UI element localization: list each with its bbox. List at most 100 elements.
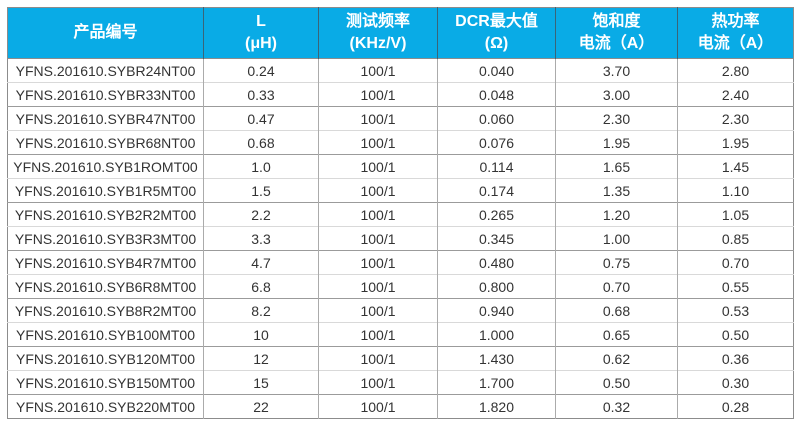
- cell-saturation-current: 1.20: [555, 202, 678, 227]
- cell-product-code: YFNS.201610.SYBR68NT00: [7, 130, 204, 155]
- cell-product-code: YFNS.201610.SYB150MT00: [7, 370, 204, 395]
- cell-product-code: YFNS.201610.SYB6R8MT00: [7, 274, 204, 299]
- cell-saturation-current: 0.70: [555, 274, 678, 299]
- column-header-text: L (μH): [245, 13, 277, 52]
- cell-saturation-current: 0.32: [555, 394, 678, 419]
- cell-product-code: YFNS.201610.SYB8R2MT00: [7, 298, 204, 323]
- cell-thermal-current: 0.53: [677, 298, 794, 323]
- cell-dcr-max: 1.430: [437, 346, 556, 371]
- table-row: YFNS.201610.SYB1R5MT00 1.5 100/1 0.174 1.35 1…: [7, 178, 794, 203]
- column-header-test-frequency: 测试频率 (KHz/V): [318, 7, 438, 59]
- cell-inductance: 12: [203, 346, 319, 371]
- cell-saturation-current: 2.30: [555, 106, 678, 131]
- cell-saturation-current: 1.95: [555, 130, 678, 155]
- cell-thermal-current: 2.30: [677, 106, 794, 131]
- cell-thermal-current: 0.28: [677, 394, 794, 419]
- cell-saturation-current: 0.65: [555, 322, 678, 347]
- column-header-product-code: 产品编号: [7, 7, 204, 59]
- table-row: YFNS.201610.SYB220MT00 22 100/1 1.820 0.32 0.…: [7, 394, 794, 419]
- cell-dcr-max: 1.000: [437, 322, 556, 347]
- cell-saturation-current: 1.35: [555, 178, 678, 203]
- cell-test-frequency: 100/1: [318, 58, 438, 83]
- cell-product-code: YFNS.201610.SYB2R2MT00: [7, 202, 204, 227]
- cell-test-frequency: 100/1: [318, 202, 438, 227]
- cell-product-code: YFNS.201610.SYB1R5MT00: [7, 178, 204, 203]
- table-row: YFNS.201610.SYB1ROMT00 1.0 100/1 0.114 1.65 1…: [7, 154, 794, 179]
- column-header-inductance: L (μH): [203, 7, 319, 59]
- header-row: 产品编号 L (μH) 测试频率 (KHz/V) DCR最大值 (Ω) 饱和度 电流（A） 热功率…: [7, 7, 794, 59]
- table-row: YFNS.201610.SYB3R3MT00 3.3 100/1 0.345 1.00 0…: [7, 226, 794, 251]
- cell-dcr-max: 0.940: [437, 298, 556, 323]
- cell-inductance: 0.33: [203, 82, 319, 107]
- table-row: YFNS.201610.SYBR33NT00 0.33 100/1 0.048 3.00…: [7, 82, 794, 107]
- column-header-thermal-current: 热功率 电流（A）: [677, 7, 794, 59]
- table-row: YFNS.201610.SYB4R7MT00 4.7 100/1 0.480 0.75 0…: [7, 250, 794, 275]
- cell-test-frequency: 100/1: [318, 298, 438, 323]
- cell-test-frequency: 100/1: [318, 178, 438, 203]
- table-row: YFNS.201610.SYBR47NT00 0.47 100/1 0.060 2.30…: [7, 106, 794, 131]
- column-header-text: 产品编号: [73, 24, 138, 42]
- cell-test-frequency: 100/1: [318, 322, 438, 347]
- cell-thermal-current: 0.70: [677, 250, 794, 275]
- table-header: 产品编号 L (μH) 测试频率 (KHz/V) DCR最大值 (Ω) 饱和度 电流（A） 热功率…: [7, 7, 794, 59]
- cell-inductance: 0.24: [203, 58, 319, 83]
- cell-test-frequency: 100/1: [318, 130, 438, 155]
- table-body: YFNS.201610.SYBR24NT00 0.24 100/1 0.040 3.70…: [7, 58, 794, 419]
- cell-dcr-max: 0.060: [437, 106, 556, 131]
- cell-thermal-current: 0.30: [677, 370, 794, 395]
- table-row: YFNS.201610.SYB2R2MT00 2.2 100/1 0.265 1.20 1…: [7, 202, 794, 227]
- cell-thermal-current: 1.10: [677, 178, 794, 203]
- cell-inductance: 3.3: [203, 226, 319, 251]
- cell-inductance: 0.68: [203, 130, 319, 155]
- cell-inductance: 0.47: [203, 106, 319, 131]
- cell-test-frequency: 100/1: [318, 250, 438, 275]
- cell-saturation-current: 3.70: [555, 58, 678, 83]
- cell-thermal-current: 0.36: [677, 346, 794, 371]
- cell-thermal-current: 0.55: [677, 274, 794, 299]
- cell-thermal-current: 1.95: [677, 130, 794, 155]
- column-header-text: 热功率 电流（A）: [697, 13, 774, 52]
- table-row: YFNS.201610.SYB120MT00 12 100/1 1.430 0.62 0.…: [7, 346, 794, 371]
- cell-saturation-current: 0.62: [555, 346, 678, 371]
- cell-product-code: YFNS.201610.SYB1ROMT00: [7, 154, 204, 179]
- cell-saturation-current: 1.00: [555, 226, 678, 251]
- cell-inductance: 2.2: [203, 202, 319, 227]
- cell-product-code: YFNS.201610.SYB120MT00: [7, 346, 204, 371]
- cell-dcr-max: 0.345: [437, 226, 556, 251]
- cell-dcr-max: 1.700: [437, 370, 556, 395]
- cell-product-code: YFNS.201610.SYB220MT00: [7, 394, 204, 419]
- cell-test-frequency: 100/1: [318, 226, 438, 251]
- table-row: YFNS.201610.SYBR24NT00 0.24 100/1 0.040 3.70…: [7, 58, 794, 83]
- column-header-text: 饱和度 电流（A）: [578, 13, 655, 52]
- cell-test-frequency: 100/1: [318, 82, 438, 107]
- cell-inductance: 1.0: [203, 154, 319, 179]
- cell-inductance: 15: [203, 370, 319, 395]
- cell-test-frequency: 100/1: [318, 370, 438, 395]
- cell-dcr-max: 0.174: [437, 178, 556, 203]
- cell-thermal-current: 1.05: [677, 202, 794, 227]
- table-row: YFNS.201610.SYB8R2MT00 8.2 100/1 0.940 0.68 0…: [7, 298, 794, 323]
- spec-table-wrapper: 产品编号 L (μH) 测试频率 (KHz/V) DCR最大值 (Ω) 饱和度 电流（A） 热功率…: [7, 7, 794, 419]
- column-header-dcr-max: DCR最大值 (Ω): [437, 7, 556, 59]
- cell-saturation-current: 3.00: [555, 82, 678, 107]
- cell-inductance: 8.2: [203, 298, 319, 323]
- cell-inductance: 10: [203, 322, 319, 347]
- cell-dcr-max: 0.480: [437, 250, 556, 275]
- cell-saturation-current: 0.50: [555, 370, 678, 395]
- cell-inductance: 22: [203, 394, 319, 419]
- cell-thermal-current: 0.50: [677, 322, 794, 347]
- cell-thermal-current: 0.85: [677, 226, 794, 251]
- cell-test-frequency: 100/1: [318, 154, 438, 179]
- cell-dcr-max: 0.076: [437, 130, 556, 155]
- cell-test-frequency: 100/1: [318, 394, 438, 419]
- cell-product-code: YFNS.201610.SYB4R7MT00: [7, 250, 204, 275]
- cell-product-code: YFNS.201610.SYBR47NT00: [7, 106, 204, 131]
- cell-product-code: YFNS.201610.SYB3R3MT00: [7, 226, 204, 251]
- product-spec-table: 产品编号 L (μH) 测试频率 (KHz/V) DCR最大值 (Ω) 饱和度 电流（A） 热功率…: [7, 7, 794, 419]
- cell-thermal-current: 1.45: [677, 154, 794, 179]
- cell-saturation-current: 0.75: [555, 250, 678, 275]
- table-row: YFNS.201610.SYB6R8MT00 6.8 100/1 0.800 0.70 0…: [7, 274, 794, 299]
- cell-inductance: 4.7: [203, 250, 319, 275]
- table-row: YFNS.201610.SYBR68NT00 0.68 100/1 0.076 1.95…: [7, 130, 794, 155]
- cell-inductance: 1.5: [203, 178, 319, 203]
